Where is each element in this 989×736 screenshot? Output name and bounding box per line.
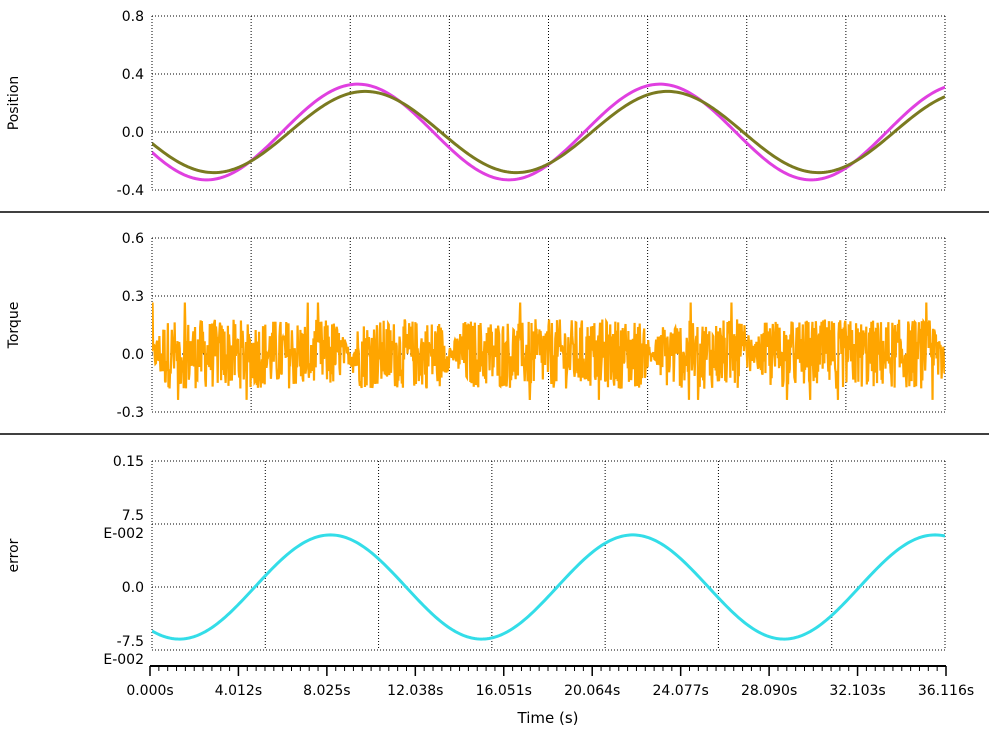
series-line-actual (152, 89, 945, 175)
y-tick-label-exponent: E-002 (103, 652, 144, 668)
x-tick-label: 28.090s (741, 683, 797, 699)
x-axis-title: Time (s) (517, 709, 579, 727)
x-tick-label: 16.051s (476, 683, 532, 699)
y-tick-label: 0.15 (113, 454, 144, 470)
x-tick-label: 36.116s (918, 683, 974, 699)
y-tick-label: 0.4 (122, 67, 144, 83)
y-axis-label: error (6, 538, 22, 572)
x-tick-label: 24.077s (653, 683, 709, 699)
x-tick-label: 8.025s (303, 683, 350, 699)
y-tick-label: 0.8 (122, 9, 144, 25)
x-tick-label: 0.000s (126, 683, 173, 699)
x-axis: 0.000s 4.012s 8.025s 12.038s 16.051s 20.064s 2… (126, 665, 974, 727)
y-tick-label: -7.5 (117, 634, 144, 650)
y-tick-label: 0.0 (122, 125, 144, 141)
x-tick-label: 12.038s (387, 683, 443, 699)
x-tick-label: 20.064s (564, 683, 620, 699)
y-tick-label: -0.4 (117, 183, 144, 199)
panel-1: 0.8 0.4 0.0 -0.4 Position (6, 9, 946, 199)
panel-2: 0.6 0.3 0.0 -0.3 Torque (6, 231, 946, 421)
x-tick-label: 32.103s (829, 683, 885, 699)
y-tick-label-exponent: E-002 (103, 526, 144, 542)
y-tick-label: 0.3 (122, 289, 144, 305)
y-tick-label: -0.3 (117, 405, 144, 421)
y-tick-label: 0.0 (122, 347, 144, 363)
panel-3: 0.15 7.5 E-002 0.0 -7.5 E-002 error (6, 454, 946, 668)
y-tick-label: 7.5 (122, 508, 144, 524)
series-line-torque (152, 302, 945, 400)
y-tick-label: 0.0 (122, 580, 144, 596)
y-tick-label: 0.6 (122, 231, 144, 247)
y-axis-label: Torque (6, 302, 22, 350)
y-axis-label: Position (6, 76, 22, 131)
series-line-error (152, 533, 945, 641)
x-tick-label: 4.012s (215, 683, 262, 699)
